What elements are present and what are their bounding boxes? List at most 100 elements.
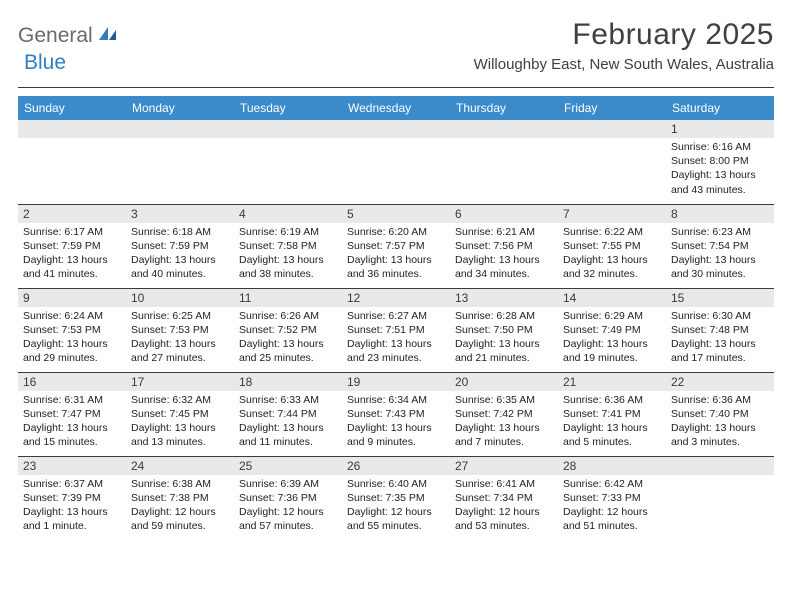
daylight-text: Daylight: 13 hours and 3 minutes. [671,421,769,449]
calendar-body: 1Sunrise: 6:16 AMSunset: 8:00 PMDaylight… [18,120,774,540]
header-rule [18,87,774,88]
day-number: 12 [342,289,450,307]
weekday-header: Wednesday [342,96,450,120]
calendar-day-cell [450,120,558,204]
daylight-text: Daylight: 13 hours and 43 minutes. [671,168,769,196]
day-number: 23 [18,457,126,475]
weekday-header-row: Sunday Monday Tuesday Wednesday Thursday… [18,96,774,120]
day-number-empty [450,120,558,138]
daylight-text: Daylight: 13 hours and 17 minutes. [671,337,769,365]
day-number: 17 [126,373,234,391]
daylight-text: Daylight: 13 hours and 30 minutes. [671,253,769,281]
calendar-day-cell: 8Sunrise: 6:23 AMSunset: 7:54 PMDaylight… [666,204,774,288]
sunset-text: Sunset: 7:34 PM [455,491,553,505]
calendar-day-cell: 23Sunrise: 6:37 AMSunset: 7:39 PMDayligh… [18,456,126,540]
day-number: 20 [450,373,558,391]
calendar-day-cell: 2Sunrise: 6:17 AMSunset: 7:59 PMDaylight… [18,204,126,288]
calendar-day-cell: 19 Sunrise: 6:34 AMSunset: 7:43 PMDayligh… [342,372,450,456]
calendar-day-cell: 18Sunrise: 6:33 AMSunset: 7:44 PMDayligh… [234,372,342,456]
sunset-text: Sunset: 7:59 PM [131,239,229,253]
sunset-text: Sunset: 7:33 PM [563,491,661,505]
day-number-empty [666,457,774,475]
sunrise-text: Sunrise: 6:17 AM [23,225,121,239]
day-number: 25 [234,457,342,475]
day-details: Sunrise: 6:27 AMSunset: 7:51 PMDaylight:… [342,307,450,370]
day-number: 24 [126,457,234,475]
calendar-day-cell: 1Sunrise: 6:16 AMSunset: 8:00 PMDaylight… [666,120,774,204]
calendar-day-cell: 21Sunrise: 6:36 AMSunset: 7:41 PMDayligh… [558,372,666,456]
sunrise-text: Sunrise: 6:31 AM [23,393,121,407]
sunset-text: Sunset: 7:39 PM [23,491,121,505]
sunrise-text: Sunrise: 6:18 AM [131,225,229,239]
logo-sail-icon [97,25,119,48]
sunset-text: Sunset: 7:52 PM [239,323,337,337]
weekday-header: Saturday [666,96,774,120]
sunset-text: Sunset: 7:43 PM [347,407,445,421]
calendar-day-cell: 5Sunrise: 6:20 AMSunset: 7:57 PMDaylight… [342,204,450,288]
logo-text-blue: Blue [24,51,66,74]
day-details: Sunrise: 6:25 AMSunset: 7:53 PMDaylight:… [126,307,234,370]
day-number: 11 [234,289,342,307]
sunrise-text: Sunrise: 6:34 AM [347,393,445,407]
day-number: 18 [234,373,342,391]
calendar-week-row: 2Sunrise: 6:17 AMSunset: 7:59 PMDaylight… [18,204,774,288]
calendar-day-cell: 14Sunrise: 6:29 AMSunset: 7:49 PMDayligh… [558,288,666,372]
calendar-day-cell: 13Sunrise: 6:28 AMSunset: 7:50 PMDayligh… [450,288,558,372]
weekday-header: Thursday [450,96,558,120]
sunset-text: Sunset: 7:40 PM [671,407,769,421]
daylight-text: Daylight: 13 hours and 40 minutes. [131,253,229,281]
daylight-text: Daylight: 13 hours and 27 minutes. [131,337,229,365]
day-number: 9 [18,289,126,307]
day-details: Sunrise: 6:16 AMSunset: 8:00 PMDaylight:… [666,138,774,201]
sunset-text: Sunset: 7:56 PM [455,239,553,253]
day-number-empty [18,120,126,138]
sunrise-text: Sunrise: 6:27 AM [347,309,445,323]
sunset-text: Sunset: 7:41 PM [563,407,661,421]
daylight-text: Daylight: 12 hours and 51 minutes. [563,505,661,533]
day-number: 4 [234,205,342,223]
day-details: Sunrise: 6:31 AMSunset: 7:47 PMDaylight:… [18,391,126,454]
calendar-day-cell [558,120,666,204]
daylight-text: Daylight: 13 hours and 1 minute. [23,505,121,533]
calendar-day-cell: 20Sunrise: 6:35 AMSunset: 7:42 PMDayligh… [450,372,558,456]
sunset-text: Sunset: 7:38 PM [131,491,229,505]
calendar-day-cell: 12Sunrise: 6:27 AMSunset: 7:51 PMDayligh… [342,288,450,372]
day-details: Sunrise: 6:17 AMSunset: 7:59 PMDaylight:… [18,223,126,286]
day-number: 19 [342,373,450,391]
weekday-header: Tuesday [234,96,342,120]
sunrise-text: Sunrise: 6:41 AM [455,477,553,491]
day-details: Sunrise: 6:33 AMSunset: 7:44 PMDaylight:… [234,391,342,454]
calendar-day-cell: 27Sunrise: 6:41 AMSunset: 7:34 PMDayligh… [450,456,558,540]
calendar-day-cell [342,120,450,204]
sunrise-text: Sunrise: 6:36 AM [671,393,769,407]
sunset-text: Sunset: 7:36 PM [239,491,337,505]
day-details: Sunrise: 6:19 AMSunset: 7:58 PMDaylight:… [234,223,342,286]
sunrise-text: Sunrise: 6:23 AM [671,225,769,239]
day-details: Sunrise: 6:36 AMSunset: 7:40 PMDaylight:… [666,391,774,454]
sunset-text: Sunset: 7:50 PM [455,323,553,337]
calendar-day-cell: 9Sunrise: 6:24 AMSunset: 7:53 PMDaylight… [18,288,126,372]
day-number: 5 [342,205,450,223]
daylight-text: Daylight: 13 hours and 9 minutes. [347,421,445,449]
weekday-header: Friday [558,96,666,120]
day-number-empty [558,120,666,138]
calendar-page: General February 2025 Willoughby East, N… [0,0,792,550]
day-details: Sunrise: 6:32 AMSunset: 7:45 PMDaylight:… [126,391,234,454]
calendar-day-cell [18,120,126,204]
sunrise-text: Sunrise: 6:22 AM [563,225,661,239]
day-details: Sunrise: 6:38 AMSunset: 7:38 PMDaylight:… [126,475,234,538]
day-details: Sunrise: 6:24 AMSunset: 7:53 PMDaylight:… [18,307,126,370]
day-details: Sunrise: 6:22 AMSunset: 7:55 PMDaylight:… [558,223,666,286]
calendar-day-cell: 4Sunrise: 6:19 AMSunset: 7:58 PMDaylight… [234,204,342,288]
day-number: 2 [18,205,126,223]
calendar-day-cell: 10Sunrise: 6:25 AMSunset: 7:53 PMDayligh… [126,288,234,372]
daylight-text: Daylight: 13 hours and 29 minutes. [23,337,121,365]
day-number: 7 [558,205,666,223]
month-title: February 2025 [474,18,774,52]
day-number: 6 [450,205,558,223]
calendar-day-cell: 26Sunrise: 6:40 AMSunset: 7:35 PMDayligh… [342,456,450,540]
sunrise-text: Sunrise: 6:28 AM [455,309,553,323]
day-number-empty [234,120,342,138]
sunset-text: Sunset: 7:59 PM [23,239,121,253]
daylight-text: Daylight: 12 hours and 59 minutes. [131,505,229,533]
